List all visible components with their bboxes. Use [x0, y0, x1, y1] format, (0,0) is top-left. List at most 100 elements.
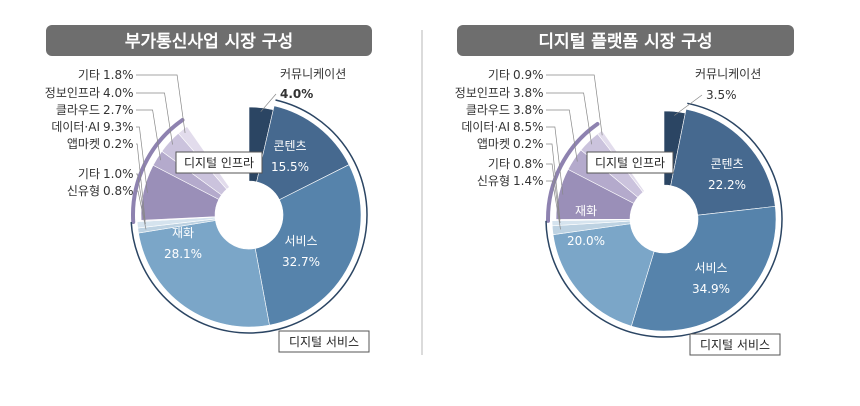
slice-label: 커뮤니케이션 [280, 67, 346, 81]
slice-label: 커뮤니케이션 [695, 67, 761, 81]
slice-label: 콘텐츠 [710, 157, 743, 171]
infra-group-tag: 디지털 인프라 [586, 151, 674, 174]
infra-group-tag: 디지털 인프라 [175, 151, 263, 174]
slice-label: 신유형 [477, 174, 510, 188]
slice-value-label: 4.0% [103, 86, 134, 100]
chart-title-bar: 디지털 플랫폼 시장 구성 [457, 25, 794, 56]
slice-value-label: 0.8% [513, 157, 544, 171]
leader-label-cloud: 클라우드 3.8% [466, 103, 578, 162]
leader-label-infosec: 정보인프라 4.0% [45, 86, 173, 145]
leader-line [546, 74, 603, 136]
slice-label: 앱마켓 [67, 137, 100, 151]
leader-line [260, 93, 277, 112]
inside-label-goods: 재화 28.1% [164, 226, 202, 261]
slice-value-label: 1.4% [513, 174, 544, 188]
leader-label-svc_etc: 기타 0.8% [488, 157, 561, 224]
slice-service [254, 164, 362, 326]
slice-value-label: 0.2% [103, 137, 134, 151]
leader-label-cloud: 클라우드 2.7% [56, 103, 161, 161]
slice-label: 정보인프라 [455, 86, 510, 100]
tag-box [175, 151, 263, 174]
leader-line [136, 92, 173, 145]
slice-value-label: 15.5% [271, 160, 309, 174]
title-background [457, 25, 794, 56]
slice-label: 클라우드 [466, 103, 510, 117]
slice-value-label: 3.8% [513, 103, 544, 117]
slice-label: 기타 [488, 68, 510, 82]
slice-value-label: 9.3% [103, 120, 134, 134]
slice-value-label: 34.9% [692, 282, 730, 296]
service-group-tag: 디지털 서비스 [689, 333, 781, 356]
slice-label: 재화 [575, 204, 597, 218]
slice-value-label: 0.2% [513, 137, 544, 151]
slice-label: 신유형 [67, 184, 100, 198]
service-group-tag: 디지털 서비스 [278, 330, 370, 353]
slice-label: 기타 [78, 68, 100, 82]
leader-line [136, 143, 146, 221]
leader-line [546, 109, 578, 162]
leader-line [546, 163, 561, 224]
leader-line [136, 74, 186, 134]
slice-label: 서비스 [694, 261, 727, 275]
leader-label-comm: 커뮤니케이션 3.5% [674, 67, 761, 116]
inside-label-goods: 재화 20.0% [567, 204, 605, 248]
leader-line [546, 92, 592, 145]
slice-value-label: 32.7% [282, 255, 320, 269]
slice-value-label: 28.1% [164, 247, 202, 261]
tag-text: 디지털 인프라 [184, 156, 254, 170]
infra-group-arc [546, 121, 600, 223]
tag-text: 디지털 서비스 [289, 335, 359, 349]
slice-label: 정보인프라 [45, 86, 100, 100]
slice-label: 재화 [172, 226, 194, 240]
slice-label: 데이터·AI [51, 120, 100, 134]
leader-line [136, 190, 147, 230]
slice-value-label: 3.8% [513, 86, 544, 100]
donut-slices [136, 105, 362, 328]
tag-text: 디지털 서비스 [700, 338, 770, 352]
slice-label: 서비스 [284, 234, 317, 248]
slice-content [670, 108, 776, 216]
slice-value-label: 1.0% [103, 167, 134, 181]
leader-label-telco: 신유형 1.4% [477, 174, 561, 230]
chart-title: 부가통신사업 시장 구성 [125, 32, 293, 52]
leader-label-inf_etc: 기타 0.9% [488, 68, 603, 136]
slice-label: 기타 [78, 167, 100, 181]
leader-line [136, 173, 146, 225]
leader-label-inf_etc: 기타 1.8% [78, 68, 186, 134]
leader-label-appmkt: 앱마켓 0.2% [477, 137, 561, 221]
slice-label: 콘텐츠 [273, 139, 306, 153]
leader-label-comm: 커뮤니케이션 4.0% [260, 67, 346, 112]
leader-line [546, 126, 564, 195]
slice-label: 기타 [488, 157, 510, 171]
leader-label-data_ai: 데이터·AI 9.3% [51, 120, 148, 193]
leader-label-telco: 신유형 0.8% [67, 184, 147, 230]
slice-goods [138, 220, 270, 328]
service-group-arc [545, 102, 783, 338]
slice-value-label: 0.8% [103, 184, 134, 198]
slice-value-label: 1.8% [103, 68, 134, 82]
leader-line [546, 143, 561, 221]
slice-label: 클라우드 [56, 103, 100, 117]
slice-value-label: 20.0% [567, 234, 605, 248]
tag-box [586, 151, 674, 174]
tag-text: 디지털 인프라 [595, 156, 665, 170]
inside-label-content: 콘텐츠 15.5% [271, 139, 309, 174]
slice-label: 앱마켓 [477, 137, 510, 151]
tag-box [278, 330, 370, 353]
title-background [46, 25, 372, 56]
slice-value-label: 8.5% [513, 120, 544, 134]
inside-label-service: 서비스 34.9% [692, 261, 730, 296]
slice-service [630, 206, 777, 332]
slice-label: 데이터·AI [461, 120, 510, 134]
inside-label-content: 콘텐츠 22.2% [708, 157, 746, 192]
leader-line [136, 109, 161, 161]
leader-label-svc_etc: 기타 1.0% [78, 167, 146, 225]
slice-value-label: 3.5% [706, 88, 737, 102]
service-group-arc [130, 99, 368, 334]
leader-line [674, 94, 703, 116]
leader-label-data_ai: 데이터·AI 8.5% [461, 120, 564, 195]
slice-value-label: 22.2% [708, 178, 746, 192]
